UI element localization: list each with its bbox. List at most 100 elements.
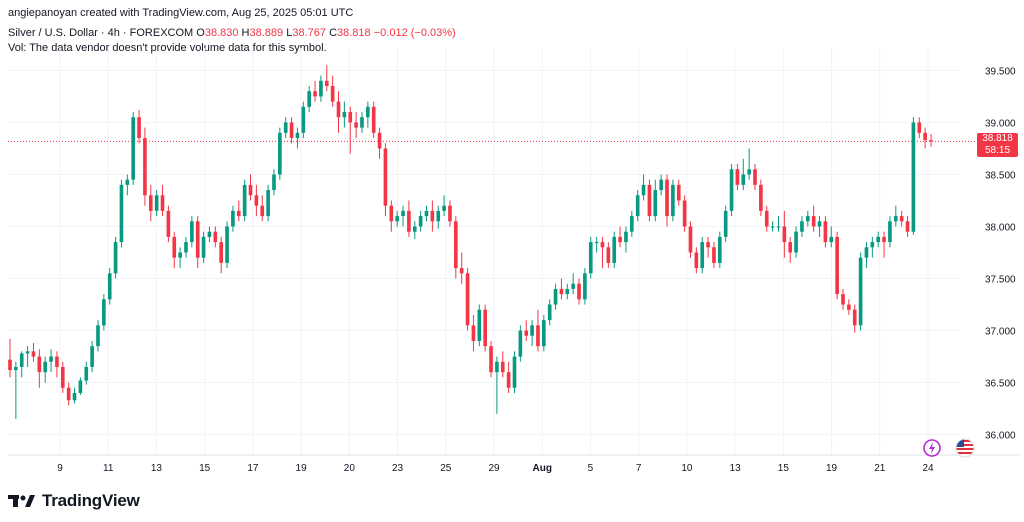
time-tick-label: 13 bbox=[730, 463, 742, 474]
candle bbox=[735, 164, 740, 191]
candle bbox=[682, 195, 687, 232]
candle bbox=[888, 216, 892, 248]
candle bbox=[676, 179, 681, 206]
candle bbox=[389, 200, 394, 232]
price-change: −0.012 (−0.03%) bbox=[373, 27, 456, 39]
ohlc-close: C38.818 bbox=[329, 27, 371, 39]
candle bbox=[283, 117, 288, 139]
candle bbox=[911, 117, 916, 235]
candle bbox=[530, 320, 534, 347]
created-by-text: angiepanoyan created with TradingView.co… bbox=[8, 7, 354, 19]
candle bbox=[518, 325, 523, 362]
symbol-legend: Silver / U.S. Dollar · 4h · FOREXCOM O38… bbox=[8, 26, 456, 56]
candle bbox=[336, 91, 341, 133]
candle bbox=[835, 231, 839, 300]
time-tick-label: 9 bbox=[57, 463, 63, 474]
time-tick-label: 21 bbox=[874, 463, 886, 474]
candle bbox=[893, 205, 898, 227]
candle bbox=[729, 164, 734, 217]
candle bbox=[289, 117, 294, 144]
candle bbox=[594, 236, 599, 253]
candle bbox=[635, 190, 640, 222]
candle bbox=[107, 268, 112, 305]
candle bbox=[213, 226, 218, 248]
candle bbox=[31, 343, 36, 362]
candle bbox=[242, 179, 247, 222]
candle bbox=[190, 216, 194, 248]
candle bbox=[8, 338, 12, 378]
candle bbox=[923, 127, 927, 149]
chart-grid bbox=[8, 48, 975, 455]
candle bbox=[78, 377, 83, 396]
time-tick-label: 19 bbox=[296, 463, 308, 474]
candle bbox=[747, 148, 751, 180]
candle bbox=[770, 221, 775, 232]
candle bbox=[495, 356, 499, 414]
bar-countdown: 58:15 bbox=[984, 145, 1011, 156]
time-tick-label: 15 bbox=[778, 463, 790, 474]
candle bbox=[817, 216, 822, 237]
candle bbox=[102, 294, 106, 331]
candle bbox=[160, 184, 165, 217]
candle bbox=[606, 242, 611, 269]
candle bbox=[547, 299, 552, 326]
candle bbox=[717, 231, 722, 269]
candle bbox=[653, 179, 658, 222]
price-tick-label: 37.500 bbox=[985, 275, 1016, 286]
candle bbox=[800, 216, 804, 237]
candle bbox=[659, 174, 663, 196]
candle bbox=[459, 252, 464, 284]
candle bbox=[852, 304, 857, 333]
time-tick-label: 7 bbox=[636, 463, 642, 474]
candle bbox=[19, 351, 24, 378]
candle bbox=[647, 179, 652, 222]
candle bbox=[917, 117, 922, 139]
candle bbox=[788, 236, 793, 263]
candle bbox=[870, 236, 875, 258]
candle bbox=[706, 236, 710, 258]
candle bbox=[829, 226, 834, 248]
candle bbox=[442, 195, 446, 217]
candle bbox=[624, 226, 628, 253]
candle bbox=[260, 195, 265, 222]
candle bbox=[506, 361, 511, 393]
candle bbox=[694, 247, 699, 274]
candle bbox=[454, 216, 458, 279]
candle bbox=[665, 174, 669, 227]
candle bbox=[342, 101, 347, 128]
candle bbox=[330, 75, 335, 107]
candle bbox=[823, 216, 828, 248]
candle bbox=[418, 210, 423, 232]
candle bbox=[119, 179, 124, 248]
candle bbox=[412, 221, 417, 239]
candle bbox=[759, 179, 763, 217]
candle bbox=[811, 205, 816, 232]
candle bbox=[641, 174, 646, 201]
candle bbox=[254, 184, 259, 217]
tradingview-logo[interactable]: TradingView bbox=[8, 491, 140, 511]
candle bbox=[313, 80, 317, 102]
time-tick-label: 13 bbox=[151, 463, 163, 474]
candle bbox=[559, 278, 564, 300]
candle bbox=[723, 205, 728, 243]
us-flag-icon[interactable] bbox=[955, 438, 975, 458]
candle bbox=[272, 169, 276, 196]
time-tick-label: 17 bbox=[247, 463, 259, 474]
lightning-icon[interactable] bbox=[922, 438, 942, 458]
price-tick-label: 36.500 bbox=[985, 379, 1016, 390]
candles bbox=[8, 65, 933, 419]
ohlc-high: H38.889 bbox=[241, 27, 284, 39]
candle bbox=[577, 278, 581, 305]
candle bbox=[14, 361, 18, 419]
tradingview-logo-icon bbox=[8, 495, 35, 507]
candle bbox=[43, 356, 48, 383]
candle bbox=[841, 288, 845, 310]
candle bbox=[131, 112, 136, 185]
candle bbox=[536, 309, 540, 352]
time-axis: 9 11 13 15 17 19 20 23 25 29 Aug 5 7 10 13 15 19 21 24 bbox=[8, 454, 1020, 474]
time-tick-label: 29 bbox=[488, 463, 500, 474]
candle bbox=[688, 221, 693, 258]
price-tick-label: 37.000 bbox=[985, 327, 1016, 338]
candle bbox=[166, 205, 171, 243]
